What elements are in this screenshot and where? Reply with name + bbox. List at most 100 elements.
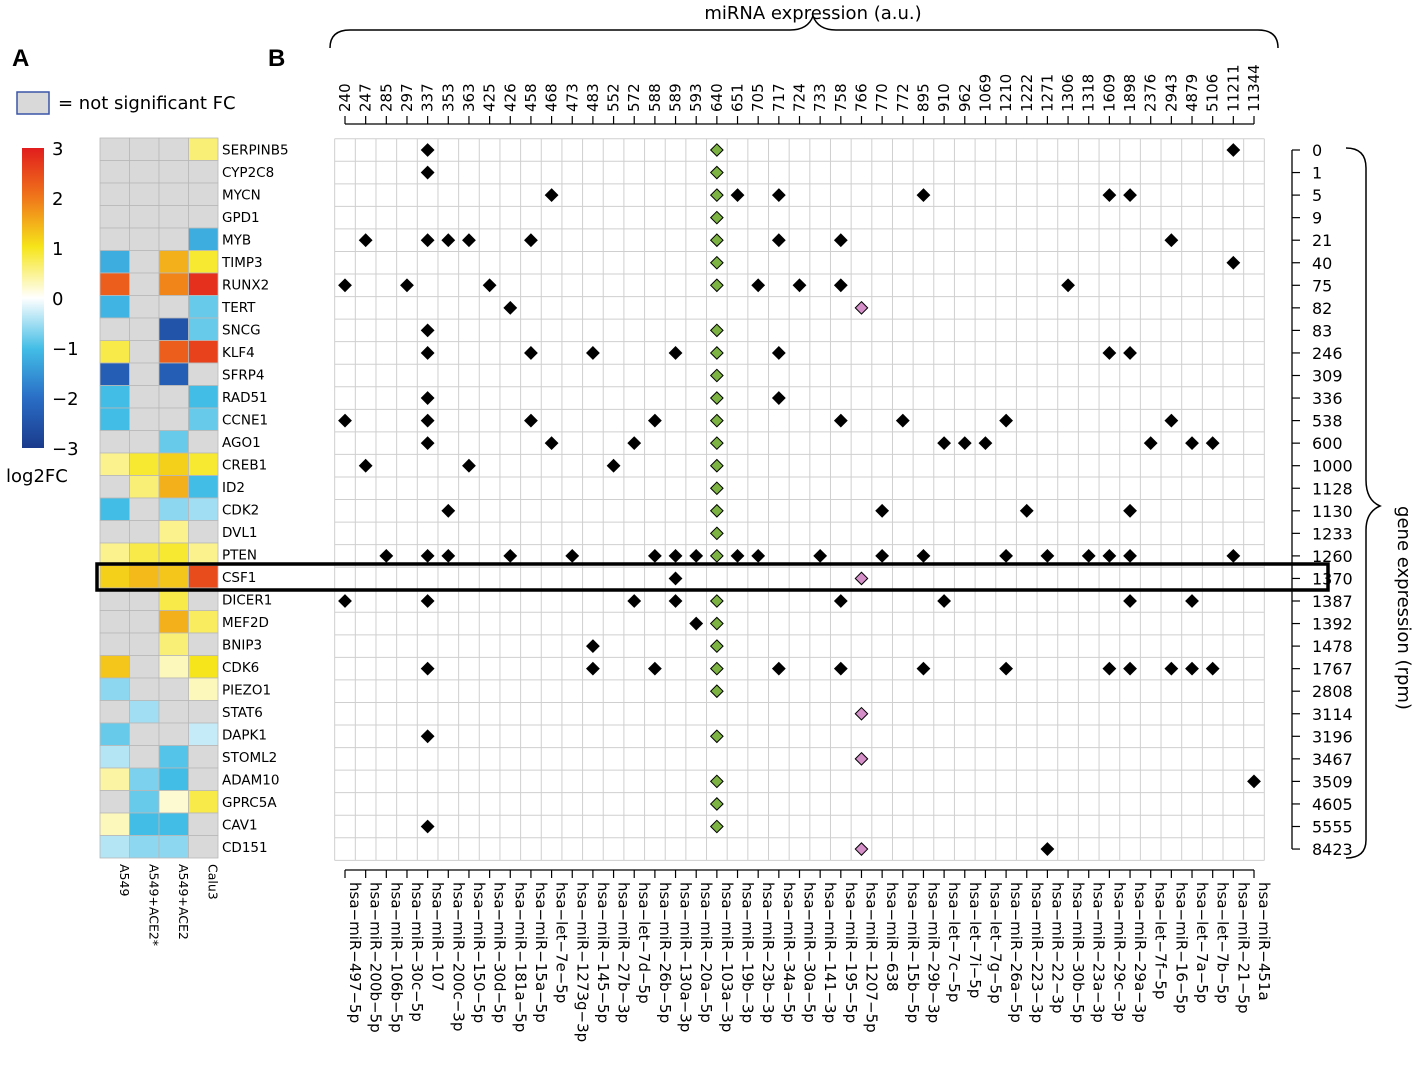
mirna-name-label: hsa−miR−181a−5p bbox=[511, 882, 529, 1032]
heatmap-cell bbox=[99, 317, 130, 341]
gene-expression-label: 1392 bbox=[1312, 615, 1353, 634]
mirna-expression-label: 1069 bbox=[976, 74, 994, 112]
data-point bbox=[544, 188, 559, 203]
data-point bbox=[709, 413, 724, 428]
mirna-expression-label: 910 bbox=[935, 83, 953, 112]
heatmap-column-label: A549+ACE2 bbox=[176, 864, 191, 940]
mirna-expression-label: 572 bbox=[625, 83, 643, 112]
heatmap-cell bbox=[129, 835, 160, 859]
gene-expression-label: 0 bbox=[1312, 141, 1322, 160]
mirna-name-label: hsa−miR−30a−5p bbox=[801, 882, 819, 1023]
data-point bbox=[709, 774, 724, 789]
data-point bbox=[730, 188, 745, 203]
heatmap-row-label: ID2 bbox=[222, 480, 245, 496]
heatmap-cell bbox=[129, 137, 160, 161]
data-point bbox=[627, 594, 642, 608]
gene-expression-label: 5555 bbox=[1312, 818, 1353, 837]
panel-label-a: A bbox=[12, 45, 29, 72]
heatmap-cell bbox=[188, 452, 219, 476]
mirna-name-label: hsa−let−7c−5p bbox=[945, 882, 963, 1002]
heatmap-cell bbox=[188, 610, 219, 634]
mirna-name-label: hsa−miR−26a−5p bbox=[1007, 882, 1025, 1023]
heatmap-cell bbox=[99, 295, 130, 319]
heatmap-cell bbox=[188, 722, 219, 746]
heatmap-cell bbox=[99, 767, 130, 791]
data-point bbox=[1205, 661, 1220, 676]
heatmap-cell bbox=[158, 182, 189, 206]
heatmap-row-label: SFRP4 bbox=[222, 367, 264, 383]
data-point bbox=[1123, 661, 1137, 676]
heatmap-cell bbox=[129, 565, 160, 589]
heatmap-cell bbox=[158, 565, 189, 589]
colorbar-tick-label: −1 bbox=[52, 339, 79, 360]
heatmap-column-labels: A549 A549+ACE2* A549+ACE2 Calu3 bbox=[117, 864, 221, 946]
mirna-name-label: hsa−let−7i−5p bbox=[966, 882, 984, 998]
gene-expression-label: 40 bbox=[1312, 254, 1332, 273]
data-point bbox=[379, 548, 394, 563]
data-point bbox=[1040, 548, 1055, 563]
heatmap-cell bbox=[188, 835, 219, 859]
heatmap-cell bbox=[129, 227, 160, 251]
mirna-name-label: hsa−miR−107 bbox=[429, 882, 447, 991]
data-point bbox=[771, 346, 786, 360]
heatmap-row-label: BNIP3 bbox=[222, 637, 262, 653]
data-point bbox=[730, 548, 745, 563]
data-point bbox=[1247, 774, 1261, 789]
data-point bbox=[709, 368, 724, 383]
data-point bbox=[957, 436, 972, 451]
gene-expression-label: 3196 bbox=[1312, 727, 1353, 746]
gene-expression-label: 82 bbox=[1312, 299, 1332, 318]
heatmap-cell bbox=[99, 272, 130, 296]
heatmap-cell bbox=[188, 520, 219, 544]
heatmap-cell bbox=[188, 655, 219, 679]
heatmap-row-label: CREB1 bbox=[222, 457, 267, 473]
data-point bbox=[833, 594, 848, 608]
data-point bbox=[709, 391, 724, 405]
data-point bbox=[1226, 548, 1241, 563]
heatmap-cell bbox=[158, 295, 189, 319]
heatmap-cell bbox=[158, 655, 189, 679]
mirna-expression-label: 589 bbox=[667, 83, 685, 112]
mirna-name-label: hsa−miR−195−5p bbox=[842, 882, 860, 1023]
data-point bbox=[627, 436, 642, 451]
heatmap-cell bbox=[99, 655, 130, 679]
mirna-expression-label: 1271 bbox=[1038, 74, 1056, 112]
data-point bbox=[1123, 503, 1137, 518]
data-point bbox=[1164, 413, 1179, 428]
data-point bbox=[1185, 436, 1199, 451]
dot-plot-points bbox=[338, 143, 1261, 856]
gene-expression-label: 1478 bbox=[1312, 637, 1353, 656]
heatmap-cell bbox=[99, 565, 130, 589]
heatmap-cell bbox=[99, 452, 130, 476]
mirna-name-label: hsa−let−7b−5p bbox=[1214, 882, 1232, 1004]
heatmap-cell bbox=[99, 160, 130, 184]
heatmap-cell bbox=[99, 475, 130, 499]
heatmap-column-label: A549 bbox=[117, 864, 132, 896]
data-point bbox=[709, 729, 724, 744]
mirna-name-label: hsa−miR−20a−5p bbox=[697, 882, 715, 1023]
data-point bbox=[647, 548, 662, 563]
data-point bbox=[709, 526, 724, 541]
data-point bbox=[916, 661, 931, 676]
data-point bbox=[441, 233, 456, 248]
heatmap-cell bbox=[129, 677, 160, 701]
mirna-expression-label: 240 bbox=[336, 83, 354, 112]
y-axis-brace bbox=[1345, 147, 1382, 859]
gene-expression-label: 2808 bbox=[1312, 682, 1353, 701]
gene-expression-label: 9 bbox=[1312, 209, 1322, 228]
gene-expression-label: 1000 bbox=[1312, 457, 1353, 476]
heatmap-cell bbox=[188, 565, 219, 589]
mirna-expression-label: 426 bbox=[501, 83, 519, 112]
mirna-expression-label: 468 bbox=[543, 83, 561, 112]
data-point bbox=[999, 548, 1013, 563]
heatmap-row-label: SNCG bbox=[222, 322, 261, 338]
heatmap-cell bbox=[158, 542, 189, 566]
heatmap-cell bbox=[129, 340, 160, 364]
data-point bbox=[1102, 346, 1117, 360]
heatmap-cell bbox=[158, 407, 189, 431]
heatmap-row-label: TIMP3 bbox=[221, 255, 263, 271]
heatmap-cell bbox=[158, 700, 189, 724]
data-point bbox=[1019, 503, 1034, 518]
gene-expression-label: 1387 bbox=[1312, 592, 1353, 611]
data-point bbox=[709, 278, 724, 293]
